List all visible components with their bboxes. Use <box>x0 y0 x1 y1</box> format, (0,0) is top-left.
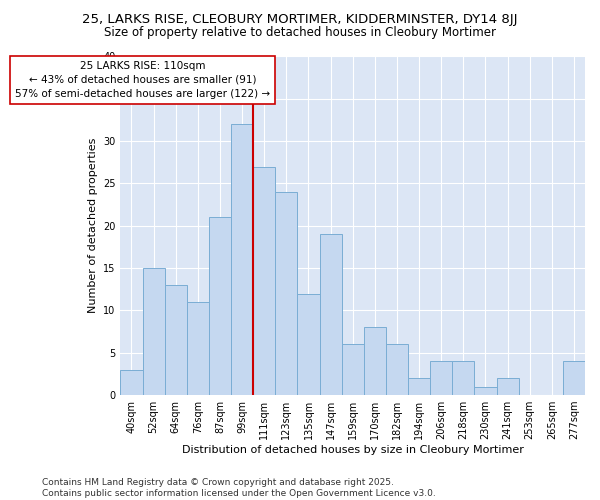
Bar <box>475 386 497 395</box>
Bar <box>364 328 386 395</box>
Bar <box>275 192 298 395</box>
Bar <box>231 124 253 395</box>
Bar <box>430 361 452 395</box>
Bar <box>253 166 275 395</box>
X-axis label: Distribution of detached houses by size in Cleobury Mortimer: Distribution of detached houses by size … <box>182 445 524 455</box>
Bar <box>209 218 231 395</box>
Text: Size of property relative to detached houses in Cleobury Mortimer: Size of property relative to detached ho… <box>104 26 496 39</box>
Bar <box>143 268 164 395</box>
Bar <box>497 378 518 395</box>
Bar <box>563 361 585 395</box>
Y-axis label: Number of detached properties: Number of detached properties <box>88 138 98 314</box>
Text: Contains HM Land Registry data © Crown copyright and database right 2025.
Contai: Contains HM Land Registry data © Crown c… <box>42 478 436 498</box>
Bar <box>452 361 475 395</box>
Text: 25 LARKS RISE: 110sqm
← 43% of detached houses are smaller (91)
57% of semi-deta: 25 LARKS RISE: 110sqm ← 43% of detached … <box>15 60 270 98</box>
Bar <box>386 344 408 395</box>
Bar <box>121 370 143 395</box>
Bar <box>187 302 209 395</box>
Bar <box>320 234 341 395</box>
Bar <box>341 344 364 395</box>
Bar <box>298 294 320 395</box>
Text: 25, LARKS RISE, CLEOBURY MORTIMER, KIDDERMINSTER, DY14 8JJ: 25, LARKS RISE, CLEOBURY MORTIMER, KIDDE… <box>82 12 518 26</box>
Bar <box>164 285 187 395</box>
Bar <box>408 378 430 395</box>
